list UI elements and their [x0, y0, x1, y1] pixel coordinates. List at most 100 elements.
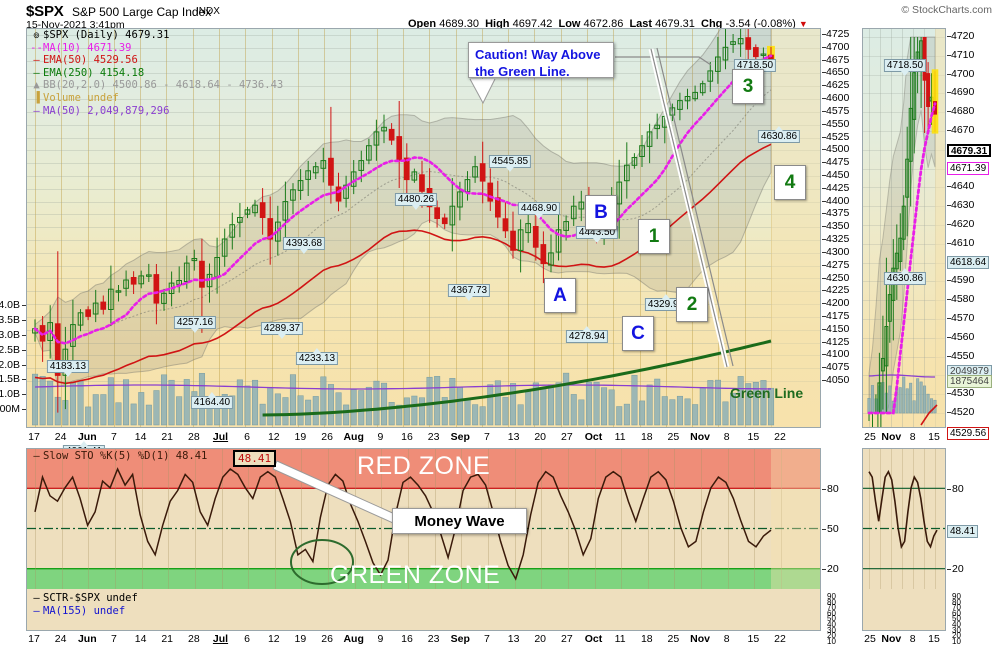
stochastic-legend-text: Slow STO %K(5) %D(1) 48.41	[43, 450, 208, 462]
price-axis-label: 4525	[826, 130, 850, 143]
volume-axis-label: 4.0B	[0, 298, 20, 311]
date-axis-label: 7	[110, 431, 117, 443]
mini-stochastic-lower-axis-label: 70	[952, 603, 961, 613]
mini-stochastic-axis-label: 80	[952, 482, 964, 495]
mini-sctr-panel[interactable]	[862, 589, 946, 631]
ticker-symbol: $SPX	[26, 3, 64, 20]
high-value: 4697.42	[512, 18, 553, 30]
stochastic-date-label: 24	[54, 633, 67, 645]
date-axis-label: 9	[377, 431, 384, 443]
mini-axis-tick	[947, 299, 951, 301]
price-axis-tick	[822, 226, 826, 228]
price-axis-tick	[822, 367, 826, 369]
stochastic-lower-axis-label: 10	[827, 636, 836, 646]
mini-axis-label: 4680	[951, 105, 975, 118]
date-axis-label: Oct	[584, 431, 603, 443]
sctr-legend-text: SCTR-$SPX undef	[43, 592, 138, 604]
mini-axis-tick	[947, 111, 951, 113]
stochastic-lower-axis-label: 60	[827, 608, 836, 618]
price-axis-tick	[822, 328, 826, 330]
price-axis-label: 4450	[826, 169, 850, 181]
stochastic-date-label: 15	[747, 633, 760, 645]
price-axis-label: 4075	[826, 361, 850, 374]
stochastic-lower-axis-label: 70	[827, 603, 836, 613]
price-axis-tick	[822, 46, 826, 48]
mini-axis-tick	[947, 186, 951, 188]
price-axis-tick	[822, 200, 826, 202]
mini-callout-bb: 4618.64	[947, 256, 990, 269]
stochastic-date-label: 20	[534, 633, 547, 645]
mini-axis-tick	[947, 130, 951, 131]
price-axis-tick	[822, 149, 826, 151]
price-axis-tick	[822, 213, 826, 215]
date-axis-label: Jul	[212, 431, 229, 443]
price-axis-tick	[822, 162, 826, 164]
mini-price-axis: 4720471047004690468046704660465046404630…	[947, 28, 1000, 440]
money-wave-callout: Money Wave	[392, 508, 527, 534]
sctr-legend: — SCTR-$SPX undef — MA(155) undef	[30, 592, 138, 617]
icon-solid-line-icon: —	[33, 54, 40, 67]
index-name: S&P 500 Large Cap Index	[72, 5, 212, 19]
mini-axis-tick	[947, 54, 951, 56]
date-axis-label: 23	[427, 431, 440, 443]
date-axis-label: 12	[267, 431, 280, 443]
price-legend-text: MA(10) 4671.39	[43, 41, 132, 54]
mini-axis-label: 4530	[951, 387, 975, 400]
mini-axis-label: 4550	[951, 349, 975, 362]
volume-axis-tick	[22, 379, 26, 381]
mini-price-panel[interactable]: 4718.50 4630.86	[862, 28, 946, 428]
date-axis-label: 16	[401, 431, 413, 443]
price-chart-panel[interactable]	[26, 28, 821, 428]
price-axis-label: 4150	[826, 322, 850, 335]
stochastic-date-label: 8	[723, 633, 730, 645]
date-axis-label: 26	[321, 431, 333, 443]
mini-axis-label: 4520	[951, 406, 975, 418]
stochastic-date-label: Sep	[450, 633, 470, 645]
mini-callout-ema: 4529.56	[947, 427, 990, 440]
mini-axis-label: 4560	[951, 330, 975, 343]
stochastic-axis-label: 80	[827, 482, 839, 495]
open-value: 4689.30	[439, 18, 479, 30]
mini-stochastic-panel[interactable]	[862, 448, 946, 600]
icon-histogram-icon: ▐	[33, 91, 40, 104]
mini-axis-tick	[947, 393, 951, 395]
mini-axis-tick	[947, 36, 951, 37]
mini-axis-label: 4710	[951, 48, 975, 61]
sctr-panel[interactable]	[26, 589, 821, 631]
stochastic-date-label: 22	[774, 633, 786, 645]
price-axis-tick	[822, 72, 826, 74]
mini-stochastic-lower-axis-label: 20	[952, 631, 961, 641]
price-axis-label: 4700	[826, 40, 850, 53]
stochastic-date-label: 21	[161, 633, 174, 645]
price-axis-label: 4125	[826, 335, 850, 348]
volume-axis-tick	[22, 304, 26, 306]
mini-axis-label: 4590	[951, 274, 975, 287]
stochastic-lower-axis-label: 20	[827, 631, 836, 641]
stochastic-date-label: 12	[267, 633, 280, 645]
price-legend-row: ๏ $SPX (Daily) 4679.31	[30, 29, 283, 42]
price-axis-label: 4375	[826, 207, 850, 220]
price-legend-row: --MA(10) 4671.39	[30, 42, 283, 55]
chg-value: -3.54 (-0.08%)	[725, 18, 796, 30]
green-line-label: Green Line	[730, 385, 804, 401]
date-axis-label: 6	[244, 431, 251, 443]
price-axis-label: 4600	[826, 92, 850, 105]
mini-price-canvas	[863, 29, 945, 427]
price-axis: 4725 4700 4675 4650 4625 4600 4575 4550 4525 4500…	[822, 28, 882, 428]
mini-stochastic-date-label: 8	[909, 633, 916, 645]
volume-axis-tick	[22, 394, 26, 396]
caution-callout: Caution! Way Above the Green Line.	[468, 42, 614, 79]
stochastic-date-label: 28	[188, 633, 200, 645]
stochastic-legend: — Slow STO %K(5) %D(1) 48.41	[30, 450, 207, 462]
chg-label: Chg	[701, 18, 723, 30]
mini-axis-tick	[947, 242, 951, 244]
mini-callout-vol2: 1875464	[947, 375, 992, 388]
price-legend-row: ▐ Volume undef	[30, 92, 283, 105]
down-arrow-icon: ▼	[798, 19, 808, 29]
date-axis-label: Nov	[690, 431, 711, 443]
mini-axis-label: 4620	[951, 218, 975, 230]
price-legend: ๏ $SPX (Daily) 4679.31 --MA(10) 4671.39— EM…	[30, 29, 283, 117]
date-axis-label: 17	[28, 431, 40, 443]
mini-price-bubble: 4718.50	[883, 59, 927, 76]
volume-axis-label: 1.0B	[0, 388, 20, 401]
